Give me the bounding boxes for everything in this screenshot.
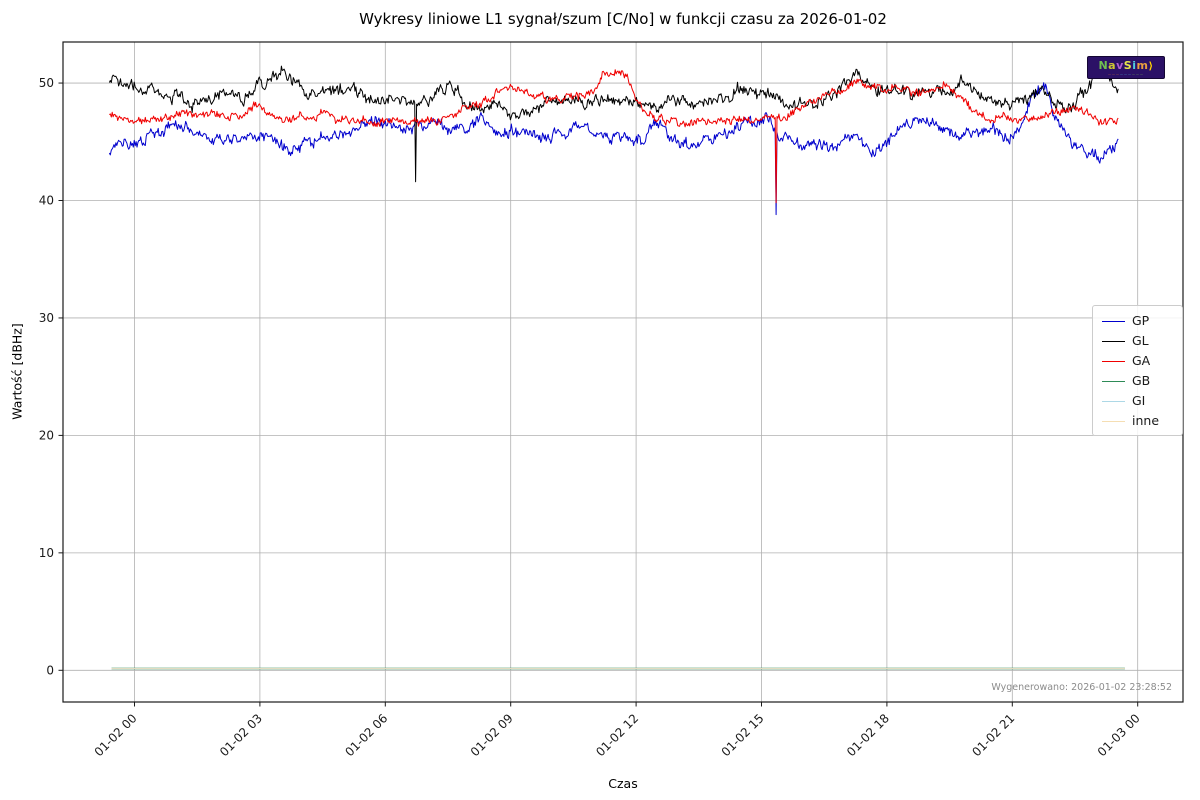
x-tick-label: 01-02 15: [719, 711, 767, 759]
legend-label: GA: [1132, 352, 1151, 368]
watermark-tagline: —————————: [1108, 71, 1144, 76]
legend-item-gb: GB: [1093, 371, 1182, 391]
x-tick-label: 01-02 21: [969, 711, 1017, 759]
x-tick-label: 01-02 09: [468, 711, 516, 759]
legend-label: GP: [1132, 312, 1150, 328]
legend-swatch: [1102, 380, 1125, 382]
watermark-tagline-segment: ———: [1108, 71, 1120, 76]
y-tick-label: 50: [39, 76, 54, 90]
legend-item-inne: inne: [1093, 411, 1182, 431]
watermark-text: NavSim⟩: [1098, 60, 1153, 72]
watermark-logo: NavSim⟩ —————————: [1087, 56, 1165, 79]
legend-swatch: [1102, 340, 1125, 342]
series-line-GA: [109, 69, 1119, 204]
watermark-letter: v: [1116, 58, 1124, 72]
watermark-tagline-segment: ———: [1132, 71, 1144, 76]
y-tick-label: 30: [39, 311, 54, 325]
legend-item-ga: GA: [1093, 351, 1182, 371]
legend-swatch: [1102, 400, 1125, 402]
watermark-letter: N: [1098, 58, 1109, 72]
x-tick-label: 01-02 18: [844, 711, 892, 759]
watermark-letter: S: [1123, 58, 1133, 72]
series-line-GL: [108, 65, 1119, 183]
legend-label: GB: [1132, 372, 1151, 388]
legend-box: GP GL GA GB GI inne: [1092, 305, 1183, 436]
chart-title: Wykresy liniowe L1 sygnał/szum [C/No] w …: [359, 10, 887, 28]
x-tick-label: 01-02 00: [92, 711, 140, 759]
legend-label: inne: [1132, 412, 1160, 428]
watermark-letter: a: [1108, 58, 1117, 72]
y-tick-label: 40: [39, 194, 54, 208]
y-tick-label: 10: [39, 546, 54, 560]
legend-item-gl: GL: [1093, 331, 1182, 351]
x-tick-label: 01-02 12: [593, 711, 641, 759]
x-axis-label: Czas: [608, 776, 638, 791]
x-tick-label: 01-02 03: [217, 711, 265, 759]
generated-timestamp: Wygenerowano: 2026-01-02 23:28:52: [991, 682, 1172, 693]
watermark-letter: i: [1132, 58, 1137, 72]
y-tick-label: 20: [39, 428, 54, 442]
watermark-arrow-icon: ⟩: [1148, 60, 1154, 72]
legend-item-gi: GI: [1093, 391, 1182, 411]
legend-swatch: [1102, 420, 1125, 422]
legend-swatch: [1102, 360, 1125, 362]
watermark-letter: m: [1136, 58, 1149, 72]
plot-border: [62, 41, 1184, 703]
x-tick-label: 01-03 00: [1095, 711, 1143, 759]
watermark-tagline-segment: ———: [1120, 71, 1132, 76]
y-axis-label: Wartość [dBHz]: [9, 323, 25, 420]
x-tick-label: 01-02 06: [342, 711, 390, 759]
legend-swatch: [1102, 320, 1125, 322]
legend-item-gp: GP: [1093, 311, 1182, 331]
legend-label: GL: [1132, 332, 1149, 348]
legend-label: GI: [1132, 392, 1146, 408]
series-line-GP: [108, 82, 1119, 216]
y-tick-label: 0: [46, 663, 54, 677]
